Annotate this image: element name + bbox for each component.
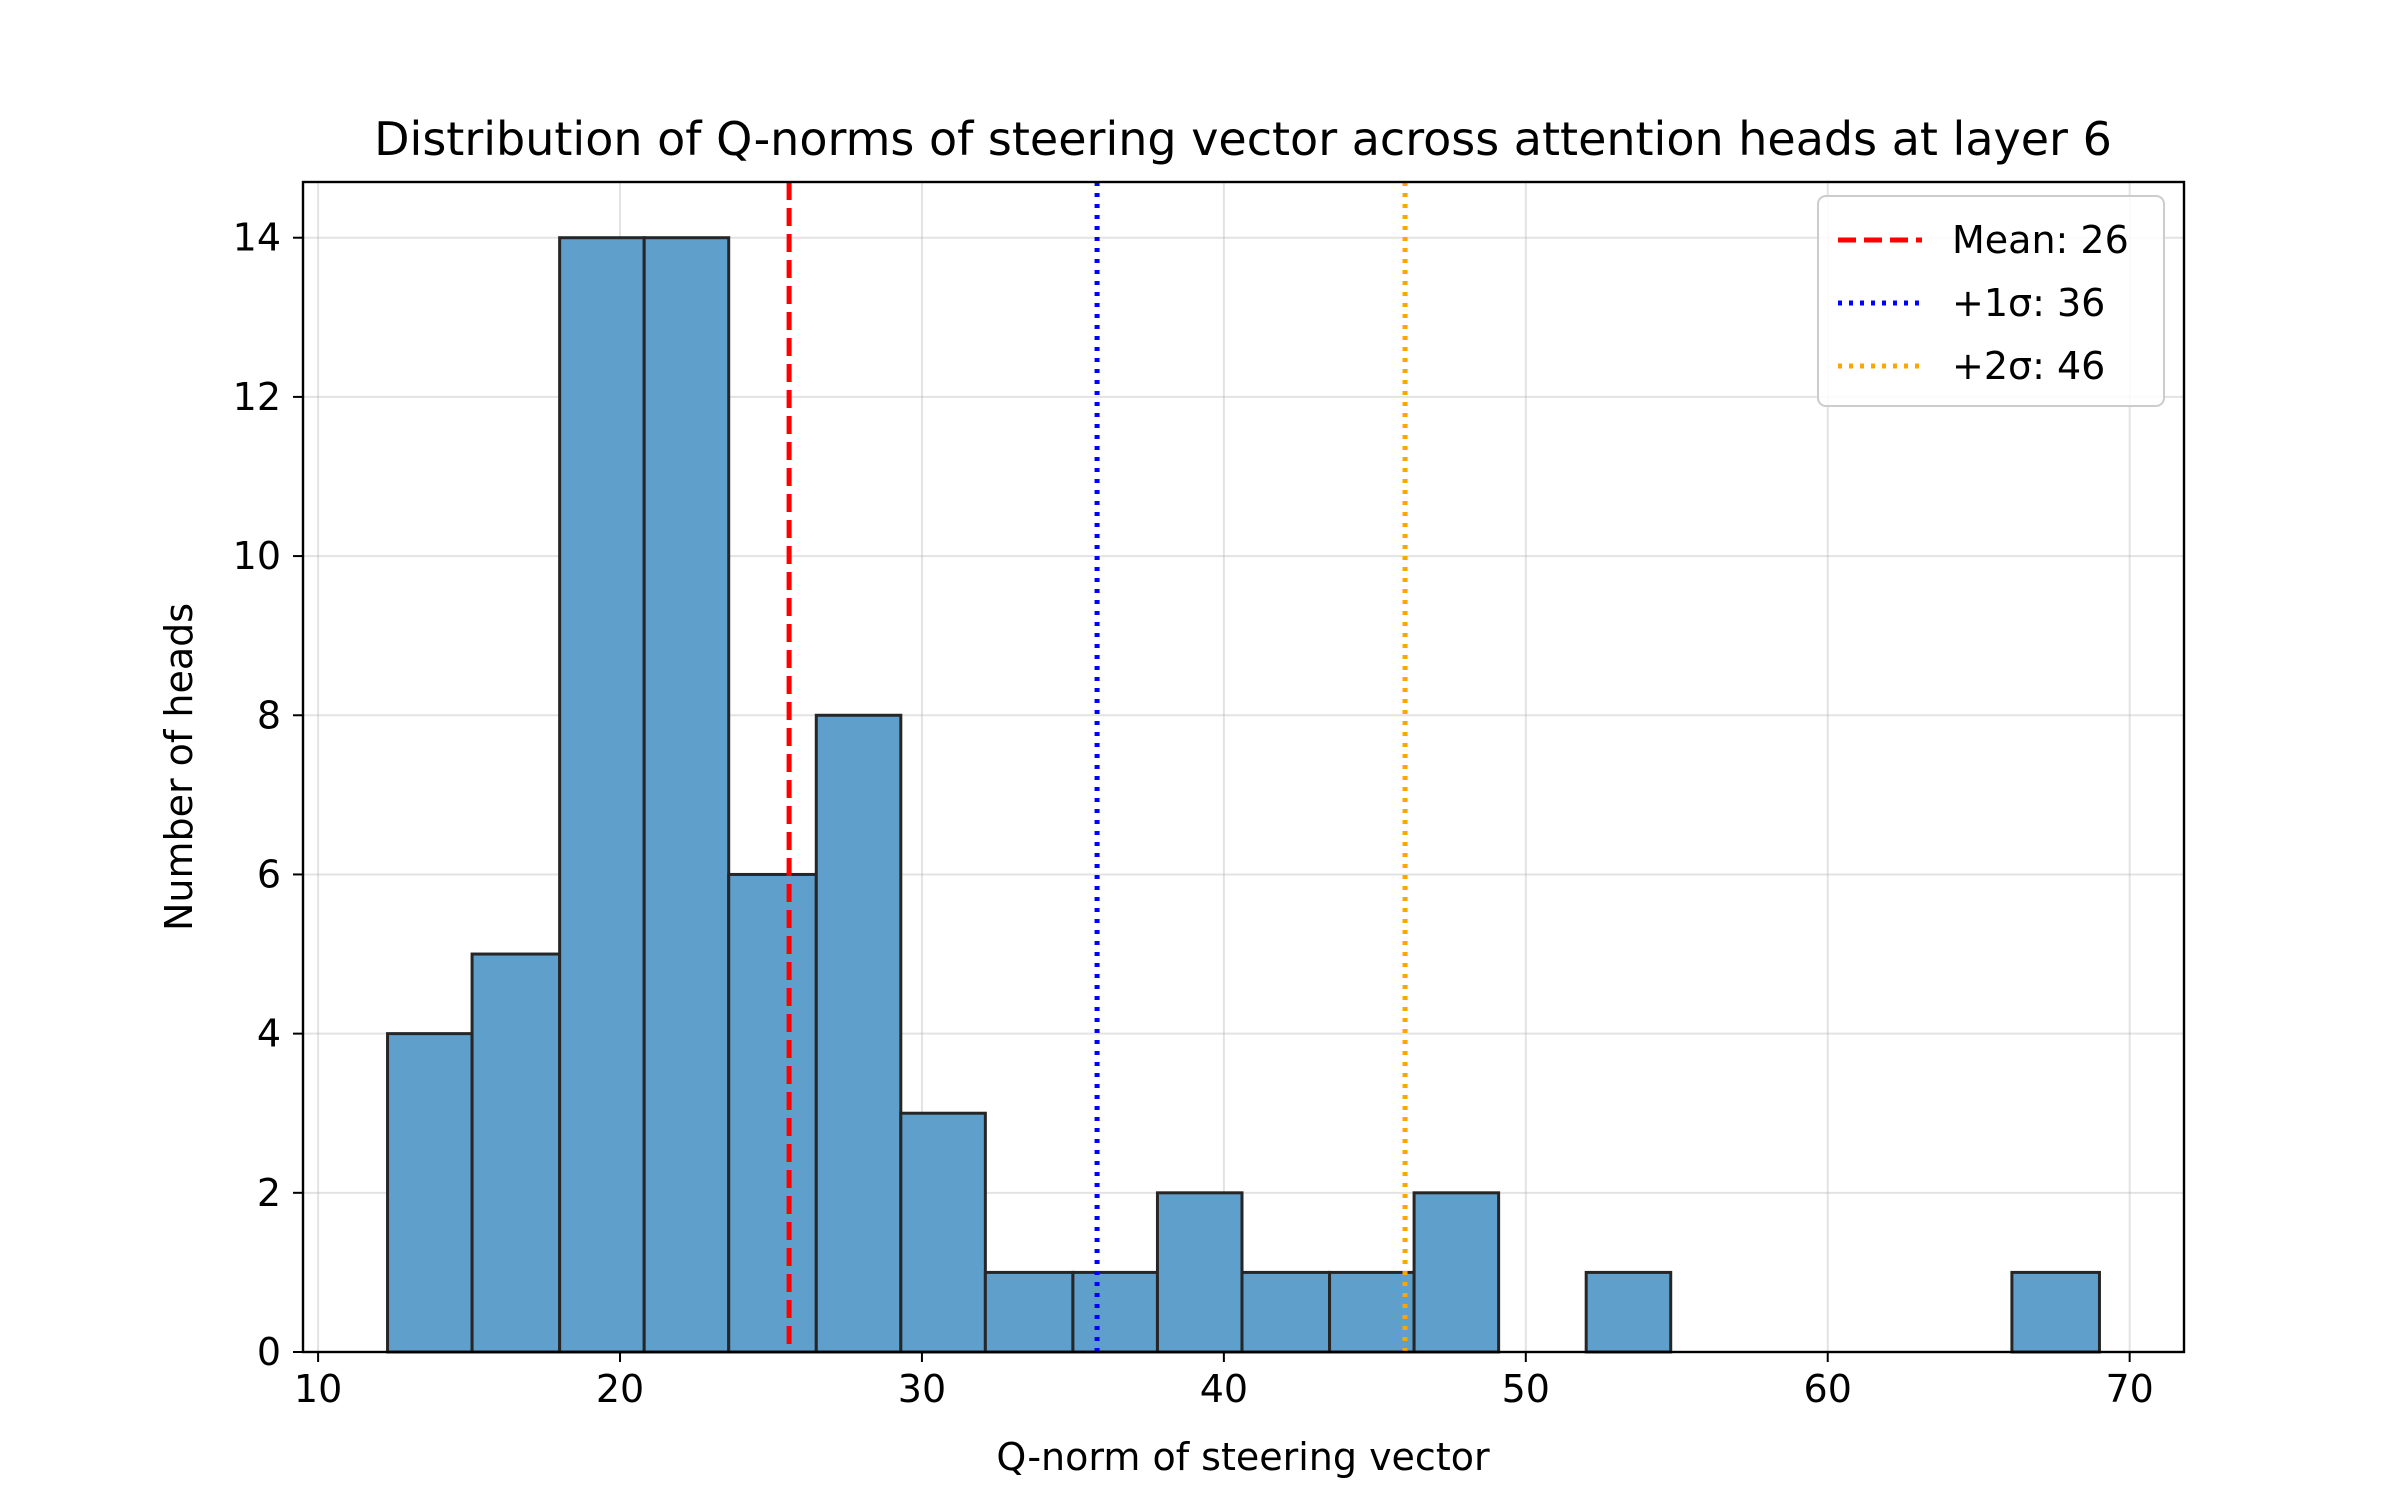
legend-label: Mean: 26 <box>1952 218 2129 262</box>
x-tick-label: 40 <box>1200 1367 1248 1411</box>
histogram-bar <box>983 1270 1075 1354</box>
y-tick-label: 4 <box>257 1012 281 1056</box>
histogram-bar <box>1240 1270 1332 1354</box>
x-tick-label: 10 <box>294 1367 342 1411</box>
legend-box <box>1817 195 2165 407</box>
legend-label: +1σ: 36 <box>1952 281 2105 325</box>
histogram-bar <box>1071 1270 1159 1354</box>
histogram-bar <box>1155 1191 1244 1354</box>
x-axis-ticks: 10 20 30 40 50 60 70 <box>294 1352 2154 1411</box>
histogram-bar <box>1328 1270 1416 1354</box>
histogram-bar <box>899 1111 987 1354</box>
histogram-bar <box>1584 1270 1673 1354</box>
histogram-bar <box>470 952 562 1354</box>
y-tick-label: 14 <box>233 216 281 260</box>
y-tick-label: 0 <box>257 1330 281 1374</box>
x-tick-label: 50 <box>1502 1367 1550 1411</box>
y-tick-label: 6 <box>257 852 281 896</box>
plot-frame <box>301 180 2186 1354</box>
chart-title: Distribution of Q-norms of steering vect… <box>374 112 2112 166</box>
histogram-bar <box>727 872 818 1354</box>
y-axis-ticks: 0 2 4 6 8 10 12 14 <box>233 216 303 1374</box>
x-tick-label: 30 <box>898 1367 946 1411</box>
histogram-bar <box>386 1032 474 1354</box>
histogram-bar <box>1412 1191 1501 1354</box>
y-tick-label: 2 <box>257 1171 281 1215</box>
y-tick-label: 12 <box>233 375 281 419</box>
legend: Mean: 26 +1σ: 36 +2σ: 46 <box>1817 195 2165 407</box>
histogram-bar <box>814 713 903 1354</box>
x-tick-label: 20 <box>596 1367 644 1411</box>
y-tick-label: 8 <box>257 693 281 737</box>
y-axis-title: Number of heads <box>157 603 201 931</box>
x-axis-title: Q-norm of steering vector <box>996 1435 1490 1479</box>
bars-layer <box>386 236 2101 1354</box>
histogram-bar <box>642 236 731 1354</box>
legend-label: +2σ: 46 <box>1952 344 2105 388</box>
x-tick-label: 60 <box>1804 1367 1852 1411</box>
reference-lines-layer <box>786 182 1408 1352</box>
histogram-bar <box>558 236 646 1354</box>
histogram-bar <box>2010 1270 2101 1354</box>
legend-items: Mean: 26 +1σ: 36 +2σ: 46 <box>1838 218 2129 388</box>
x-tick-label: 70 <box>2105 1367 2153 1411</box>
y-tick-label: 10 <box>233 534 281 578</box>
